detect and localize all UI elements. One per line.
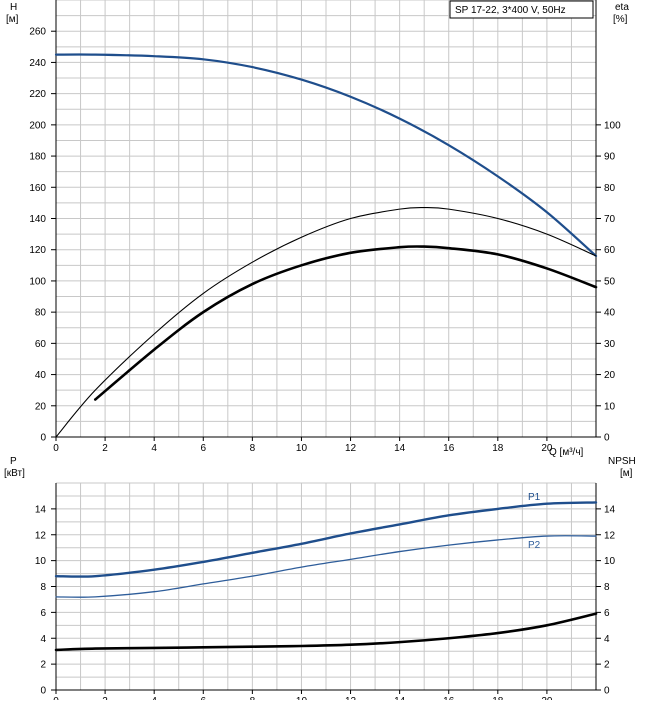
y-tick-label-left: 14 — [35, 504, 47, 515]
y-tick-label-left: 100 — [29, 276, 46, 287]
y-tick-label-left: 4 — [40, 634, 46, 645]
y-tick-label-left: 260 — [29, 27, 46, 38]
series-line-eta-bold — [93, 245, 598, 401]
top-left-axis-title: H — [10, 2, 17, 13]
y-tick-label-right: 60 — [604, 245, 616, 256]
x-tick-label: 4 — [151, 696, 157, 700]
bottom-right-axis-title: NPSH — [608, 456, 636, 467]
y-tick-label-left: 20 — [35, 401, 47, 412]
x-tick-label: 16 — [443, 696, 455, 700]
y-tick-label-left: 12 — [35, 530, 47, 541]
x-tick-label: 10 — [296, 443, 308, 454]
y-tick-label-right: 0 — [604, 686, 610, 697]
y-tick-label-left: 120 — [29, 245, 46, 256]
label-layer: SP 17-22, 3*400 V, 50Hz H [м] eta [%] Q … — [4, 0, 636, 551]
y-tick-label-right: 10 — [604, 556, 616, 567]
x-tick-label: 12 — [345, 696, 357, 700]
x-tick-label: 4 — [151, 443, 157, 454]
y-tick-label-right: 80 — [604, 183, 616, 194]
bottom-left-axis-unit: [кВт] — [4, 468, 25, 479]
y-tick-label-right: 20 — [604, 370, 616, 381]
x-tick-label: 8 — [250, 443, 256, 454]
x-tick-label: 20 — [541, 443, 553, 454]
y-tick-label-left: 10 — [35, 556, 47, 567]
x-tick-label: 12 — [345, 443, 357, 454]
y-tick-label-right: 4 — [604, 634, 610, 645]
x-tick-label: 18 — [492, 696, 504, 700]
x-tick-label: 10 — [296, 696, 308, 700]
y-tick-label-left: 2 — [40, 660, 46, 671]
y-tick-label-right: 40 — [604, 308, 616, 319]
axis-layer: 0204060801001201401601802002202402600102… — [29, 0, 621, 705]
bottom-right-axis-unit: [м] — [620, 468, 633, 479]
y-tick-label-left: 200 — [29, 120, 46, 131]
series-layer — [54, 53, 598, 652]
y-tick-label-right: 14 — [604, 504, 616, 515]
grid-layer — [55, 0, 597, 691]
top-right-axis-title: eta — [615, 2, 629, 13]
y-tick-label-left: 220 — [29, 89, 46, 100]
x-tick-label: 0 — [53, 696, 59, 700]
y-tick-label-left: 80 — [35, 308, 47, 319]
y-tick-label-right: 0 — [604, 433, 610, 444]
x-tick-label: 18 — [492, 443, 504, 454]
y-tick-label-left: 160 — [29, 183, 46, 194]
y-tick-label-right: 50 — [604, 276, 616, 287]
y-tick-label-right: 10 — [604, 401, 616, 412]
series-line-eta-thin — [55, 207, 597, 438]
p2-series-label: P2 — [528, 540, 541, 551]
top-left-axis-unit: [м] — [6, 14, 19, 25]
y-tick-label-left: 0 — [40, 686, 46, 697]
series-line-head-curve — [54, 53, 598, 258]
x-tick-label: 14 — [394, 443, 406, 454]
legend-box-text: SP 17-22, 3*400 V, 50Hz — [455, 5, 566, 16]
bottom-left-axis-title: P — [10, 456, 17, 467]
x-tick-label: 16 — [443, 443, 455, 454]
x-tick-label: 8 — [250, 696, 256, 700]
y-tick-label-right: 2 — [604, 660, 610, 671]
y-tick-label-right: 100 — [604, 120, 621, 131]
y-tick-label-left: 8 — [40, 582, 46, 593]
legend-box — [449, 0, 594, 19]
x-axis-label: Q [м³/ч] — [549, 447, 584, 458]
p1-series-label: P1 — [528, 492, 541, 503]
y-tick-label-right: 30 — [604, 339, 616, 350]
y-tick-label-left: 240 — [29, 58, 46, 69]
top-right-axis-unit: [%] — [613, 14, 628, 25]
x-tick-label: 0 — [53, 443, 59, 454]
y-tick-label-left: 140 — [29, 214, 46, 225]
x-tick-label: 20 — [541, 696, 553, 700]
x-tick-label: 14 — [394, 696, 406, 700]
y-tick-label-right: 6 — [604, 608, 610, 619]
x-tick-label: 6 — [200, 443, 206, 454]
y-tick-label-right: 12 — [604, 530, 616, 541]
x-tick-label: 6 — [200, 696, 206, 700]
series-line-npsh — [54, 612, 598, 652]
series-line-p1 — [54, 501, 598, 578]
y-tick-label-left: 180 — [29, 152, 46, 163]
series-line-p2 — [55, 535, 597, 598]
x-tick-label: 2 — [102, 443, 108, 454]
y-tick-label-left: 6 — [40, 608, 46, 619]
y-tick-label-left: 60 — [35, 339, 47, 350]
y-tick-label-left: 40 — [35, 370, 47, 381]
y-tick-label-left: 0 — [40, 433, 46, 444]
y-tick-label-right: 8 — [604, 582, 610, 593]
x-tick-label: 2 — [102, 696, 108, 700]
y-tick-label-right: 70 — [604, 214, 616, 225]
y-tick-label-right: 90 — [604, 152, 616, 163]
